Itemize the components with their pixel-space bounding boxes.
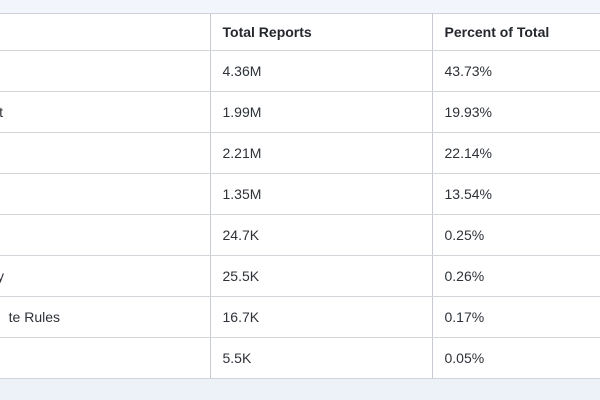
total-reports-cell: 24.7K <box>210 214 433 256</box>
category-label-fragment: te Rules <box>8 309 60 325</box>
category-cell <box>0 50 211 92</box>
category-cell <box>0 337 211 379</box>
table-body: 4.36M 43.73% t 1.99M 19.93% 2.21M 22.14% <box>0 50 600 379</box>
percent-of-total-cell: 0.25% <box>432 214 600 256</box>
table-row: 1.35M 13.54% <box>0 173 600 215</box>
total-reports-cell: 5.5K <box>210 337 433 379</box>
table-row: 2.21M 22.14% <box>0 132 600 174</box>
category-label-fragment: y <box>0 267 4 285</box>
category-cell <box>0 173 211 215</box>
percent-of-total-cell: 0.26% <box>432 255 600 297</box>
total-reports-cell: 25.5K <box>210 255 433 297</box>
table-row: 24.7K 0.25% <box>0 214 600 256</box>
percent-of-total-cell: 0.05% <box>432 337 600 379</box>
column-header-category <box>0 13 211 51</box>
percent-of-total-cell: 43.73% <box>432 50 600 92</box>
total-reports-cell: 2.21M <box>210 132 433 174</box>
percent-of-total-cell: 13.54% <box>432 173 600 215</box>
page-background-strip-top <box>0 0 600 13</box>
category-cell: y <box>0 255 211 297</box>
category-cell <box>0 214 211 256</box>
percent-of-total-cell: 19.93% <box>432 91 600 133</box>
column-header-percent-of-total: Percent of Total <box>432 13 600 51</box>
table-row: 5.5K 0.05% <box>0 337 600 379</box>
table-header: Total Reports Percent of Total <box>0 13 600 51</box>
category-cell <box>0 132 211 174</box>
table-row: te Rules 16.7K 0.17% <box>0 296 600 338</box>
category-cell: te Rules <box>0 296 211 338</box>
percent-of-total-cell: 22.14% <box>432 132 600 174</box>
total-reports-cell: 1.35M <box>210 173 433 215</box>
table-row: 4.36M 43.73% <box>0 50 600 92</box>
page-background-strip-bottom <box>0 379 600 400</box>
reports-table: Total Reports Percent of Total 4.36M 43.… <box>0 13 600 379</box>
total-reports-cell: 4.36M <box>210 50 433 92</box>
column-header-total-reports: Total Reports <box>210 13 433 51</box>
total-reports-cell: 1.99M <box>210 91 433 133</box>
table-row: y 25.5K 0.26% <box>0 255 600 297</box>
header-row: Total Reports Percent of Total <box>0 13 600 51</box>
category-cell: t <box>0 91 211 133</box>
percent-of-total-cell: 0.17% <box>432 296 600 338</box>
category-label-fragment: t <box>0 103 3 121</box>
table-row: t 1.99M 19.93% <box>0 91 600 133</box>
total-reports-cell: 16.7K <box>210 296 433 338</box>
